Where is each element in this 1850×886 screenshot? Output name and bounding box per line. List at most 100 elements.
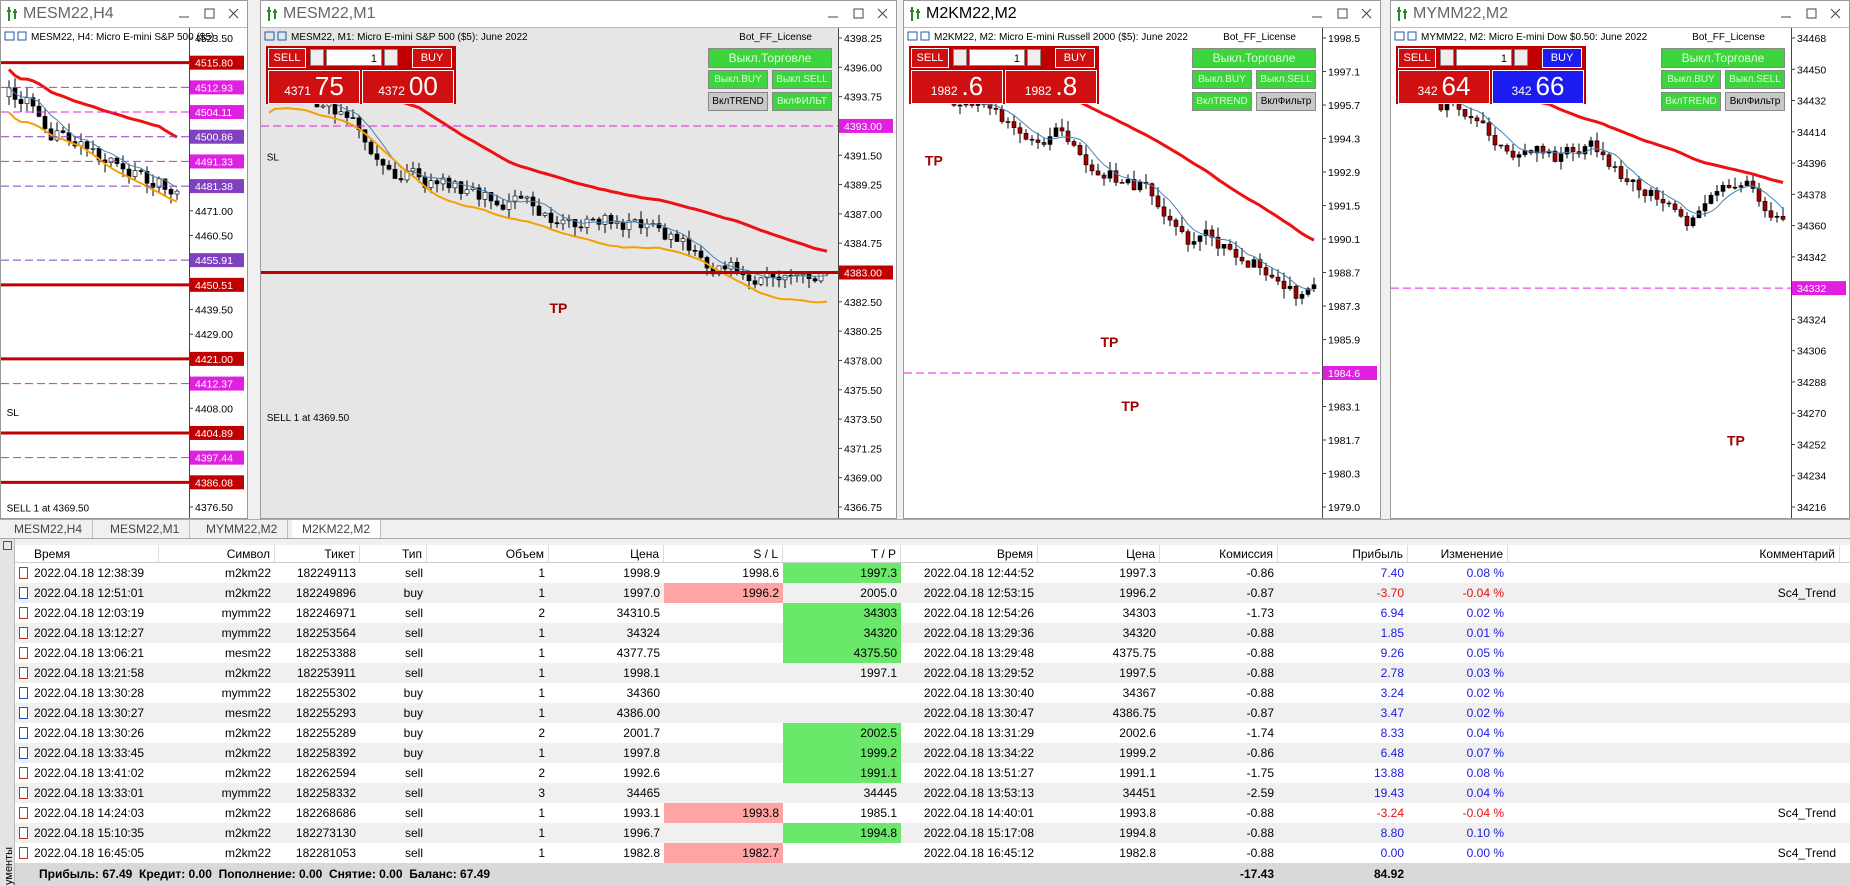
candle-body [1516,154,1522,158]
buy-button[interactable]: BUY [1055,48,1095,68]
toggle-button[interactable]: ВклTREND [1661,92,1721,111]
candle-body [386,164,392,170]
lot-dropdown[interactable] [310,49,324,66]
table-row[interactable]: 2022.04.18 13:33:01 mymm22 182258332 sell 3 3… [15,783,1850,803]
table-cell: 4375.75 [1112,646,1156,660]
chart-tab[interactable]: MYMM22,M2 [196,520,289,538]
close-toolbox[interactable] [3,541,12,550]
table-row[interactable]: 2022.04.18 13:30:26 m2km22 182255289 buy 2 20… [15,723,1850,743]
column-header[interactable]: S / L [664,545,783,562]
axis-label: 1998.5 [1328,33,1360,45]
column-header[interactable]: Тикет [275,545,360,562]
table-cell: 0.00 [1380,846,1404,860]
toggle-button[interactable]: Выкл.BUY [1661,70,1721,89]
qty-input[interactable]: 1 [326,49,382,66]
ask-price[interactable]: 1982.8 [1005,70,1097,104]
window-controls[interactable] [167,1,247,27]
table-row[interactable]: 2022.04.18 12:51:01 m2km22 182249896 buy 1 19… [15,583,1850,603]
column-header[interactable]: Символ [159,545,275,562]
chart-area: 1998.5 1997.1 1995.7 1994.3 1992.9 1991.5 1990… [904,27,1380,518]
toggle-button[interactable]: Выкл.Торговле [708,48,832,68]
column-header[interactable]: Цена [549,545,664,562]
buy-button[interactable]: BUY [1542,48,1582,68]
table-row[interactable]: 2022.04.18 13:12:27 mymm22 182253564 sell 1 3… [15,623,1850,643]
sell-button[interactable]: SELL [911,48,949,68]
candle-body [734,262,740,272]
candle-body [957,104,963,107]
table-row[interactable]: 2022.04.18 12:03:19 mymm22 182246971 sell 2 3… [15,603,1850,623]
toggle-button[interactable]: ВклTREND [1192,92,1252,111]
column-header[interactable]: Время [901,545,1038,562]
toggle-button[interactable]: Выкл.Торговле [1192,48,1316,68]
candle-body [668,233,674,240]
table-cell: 182268686 [295,806,356,820]
table-row[interactable]: 2022.04.18 13:30:27 mesm22 182255293 buy 1 43… [15,703,1850,723]
chart-tab[interactable]: MESM22,H4 [4,520,94,538]
column-header[interactable]: Цена [1038,545,1160,562]
toggle-button[interactable]: Выкл.SELL [1725,70,1785,89]
candle-body [1474,117,1480,122]
table-row[interactable]: 2022.04.18 15:10:35 m2km22 182273130 sell 1 1… [15,823,1850,843]
table-cell: 34303 [783,603,901,623]
table-cell: mesm22 [224,706,271,720]
candle-body [1203,229,1209,237]
qty-spin[interactable] [1027,49,1041,66]
column-header[interactable]: Комментарий [1508,545,1840,562]
candle-body [1606,154,1612,167]
table-cell: 34310.5 [616,606,660,620]
table-row[interactable]: 2022.04.18 12:38:39 m2km22 182249113 sell 1 1… [15,563,1850,583]
toggle-button[interactable]: ВклФИЛЬТ [772,92,832,111]
toggle-button[interactable]: ВклTREND [708,92,768,111]
ask-price[interactable]: 4372 00 [362,70,454,104]
qty-spin[interactable] [1514,49,1528,66]
qty-spin[interactable] [384,49,398,66]
table-row[interactable]: 2022.04.18 13:06:21 mesm22 182253388 sell 1 4… [15,643,1850,663]
table-cell: sell [404,666,423,680]
chart-tab[interactable]: M2KM22,M2 [292,520,382,538]
order-icon [19,667,28,679]
ask-price[interactable]: 342 66 [1492,70,1584,104]
column-header[interactable]: Объем [427,545,549,562]
column-header[interactable]: Время [17,545,159,562]
toggle-button[interactable]: Выкл.SELL [772,70,832,89]
toggle-button[interactable]: Выкл.Торговле [1661,48,1785,68]
table-row[interactable]: 2022.04.18 13:41:02 m2km22 182262594 sell 2 1… [15,763,1850,783]
table-row[interactable]: 2022.04.18 13:30:28 mymm22 182255302 buy 1 34… [15,683,1850,703]
column-header[interactable]: T / P [783,545,901,562]
chart-label: TP [1727,432,1745,448]
table-cell: sell [404,766,423,780]
table-cell: 1997.3 [783,563,901,583]
table-cell: 182253911 [296,666,356,680]
sell-button[interactable]: SELL [268,48,306,68]
lot-dropdown[interactable] [953,49,967,66]
table-row[interactable]: 2022.04.18 14:24:03 m2km22 182268686 sell 1 1… [15,803,1850,823]
window-controls[interactable] [816,1,896,27]
column-header[interactable]: Прибыль [1278,545,1408,562]
candle-body [1125,179,1131,184]
qty-input[interactable]: 1 [1456,49,1512,66]
table-cell: 0.02 % [1466,606,1504,620]
bid-price[interactable]: 1982.6 [911,70,1003,104]
chart-tab[interactable]: MESM22,M1 [100,520,191,538]
window-controls[interactable] [1769,1,1849,27]
column-header[interactable]: Комиссия [1160,545,1278,562]
column-header[interactable]: Изменение [1408,545,1508,562]
column-header[interactable]: Тип [360,545,427,562]
toggle-button[interactable]: Выкл.BUY [708,70,768,89]
table-row[interactable]: 2022.04.18 13:21:58 m2km22 182253911 sell 1 1… [15,663,1850,683]
qty-input[interactable]: 1 [969,49,1025,66]
table-row[interactable]: 2022.04.18 13:33:45 m2km22 182258392 buy 1 19… [15,743,1850,763]
candle-body [1011,121,1017,128]
buy-button[interactable]: BUY [412,48,452,68]
lot-dropdown[interactable] [1440,49,1454,66]
table-row[interactable]: 2022.04.18 16:45:05 m2km22 182281053 sell 1 1… [15,843,1850,863]
window-controls[interactable] [1300,1,1380,27]
table-cell: 4386.00 [616,706,660,720]
bid-price[interactable]: 342 64 [1398,70,1490,104]
bid-price[interactable]: 4371 75 [268,70,360,104]
toggle-button[interactable]: ВклФильтр [1256,92,1316,111]
toggle-button[interactable]: Выкл.SELL [1256,70,1316,89]
toggle-button[interactable]: Выкл.BUY [1192,70,1252,89]
toggle-button[interactable]: ВклФильтр [1725,92,1785,111]
sell-button[interactable]: SELL [1398,48,1436,68]
